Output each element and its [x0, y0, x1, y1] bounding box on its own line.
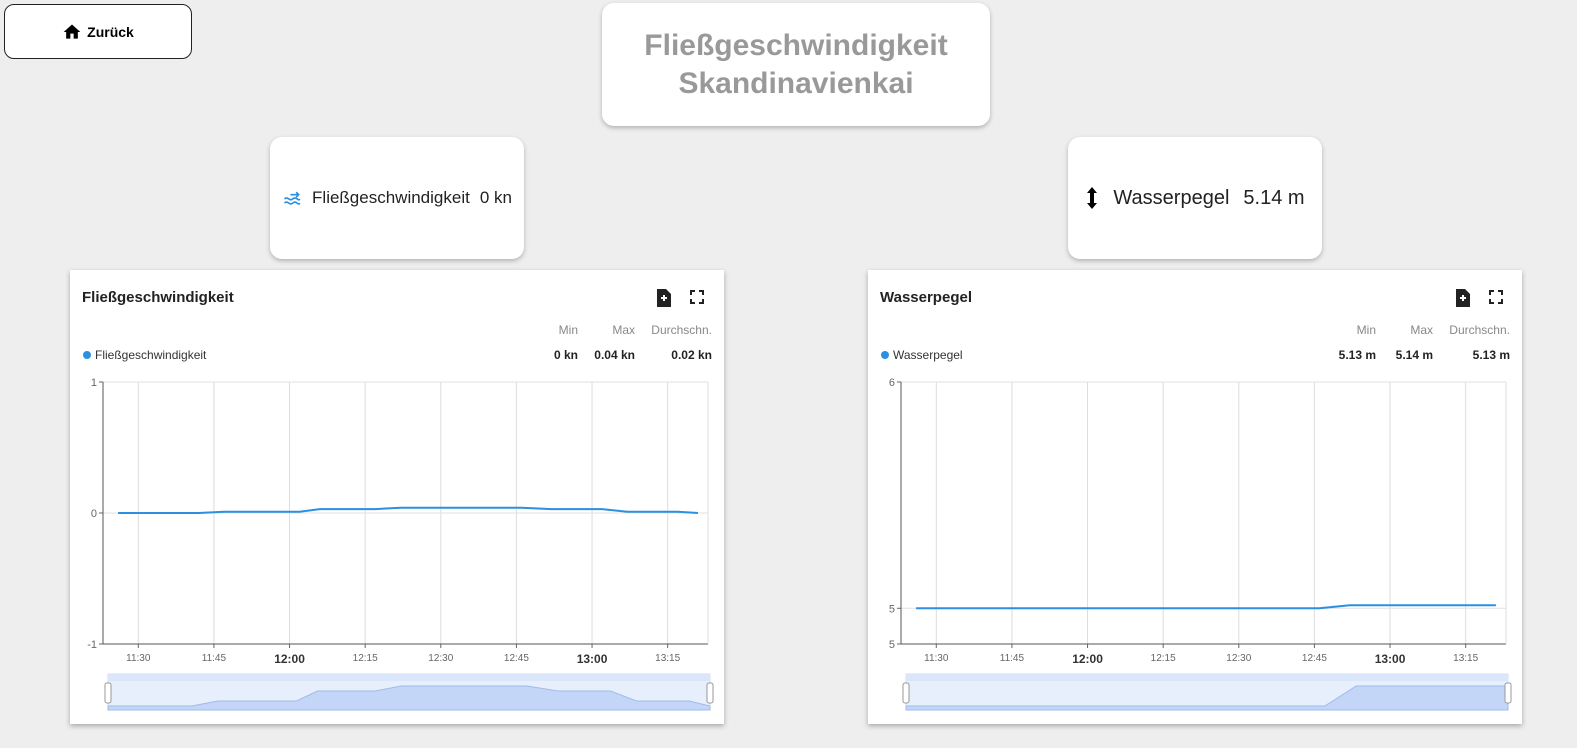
x-tick-label: 11:45 — [1000, 653, 1025, 664]
y-tick-label: 0 — [91, 508, 97, 520]
fullscreen-button[interactable] — [1489, 290, 1503, 304]
x-tick-label: 12:30 — [428, 653, 453, 664]
y-tick-label: -1 — [87, 639, 97, 651]
x-tick-label: 12:45 — [504, 653, 529, 664]
stats-value: 5.13 m — [1473, 348, 1510, 362]
legend-marker — [881, 351, 889, 359]
data-line — [916, 604, 1496, 610]
speed-card: Fließgeschwindigkeit 0 kn — [270, 137, 524, 259]
data-line — [118, 506, 698, 514]
level-card: Wasserpegel 5.14 m — [1068, 137, 1322, 259]
x-tick-label: 12:30 — [1226, 653, 1251, 664]
x-tick-label: 12:00 — [1072, 652, 1103, 666]
x-tick-label: 12:15 — [353, 653, 378, 664]
zoom-preview — [905, 685, 1509, 711]
flow-icon — [284, 191, 301, 205]
x-tick-label: 12:45 — [1302, 653, 1327, 664]
stats-header: Min — [559, 323, 578, 337]
zoom-handle[interactable] — [104, 682, 112, 704]
home-icon — [63, 24, 81, 39]
chart-title: Wasserpegel — [880, 289, 972, 306]
stats-value: 0.02 kn — [671, 348, 712, 362]
card-value: 0 kn — [479, 188, 512, 207]
stats-value: 5.13 m — [1339, 348, 1376, 362]
title-card: Fließgeschwindigkeit Skandinavienkai — [602, 3, 990, 126]
chart-panel: Wasserpegel Min Max Durchschn. 5.13 m 5.14 m… — [868, 270, 1522, 724]
legend-label: Wasserpegel — [893, 348, 963, 362]
stats-value: 0 kn — [554, 348, 578, 362]
x-tick-label: 11:30 — [126, 653, 151, 664]
download-button[interactable] — [1456, 289, 1470, 307]
y-tick-label: 5 — [889, 639, 895, 651]
legend-label: Fließgeschwindigkeit — [95, 348, 207, 362]
stats-header: Min — [1357, 323, 1376, 337]
stats-value: 5.14 m — [1396, 348, 1433, 362]
stats-header: Max — [612, 323, 635, 337]
x-tick-label: 13:15 — [1453, 653, 1478, 664]
chart-title: Fließgeschwindigkeit — [82, 289, 234, 306]
x-tick-label: 12:15 — [1151, 653, 1176, 664]
download-button[interactable] — [657, 289, 671, 307]
zoom-handle-bar — [108, 674, 710, 681]
zoom-handle-bar — [906, 674, 1508, 681]
back-label: Zurück — [87, 23, 134, 40]
x-tick-label: 12:00 — [274, 652, 305, 666]
stats-header: Max — [1410, 323, 1433, 337]
title-line: Fließgeschwindigkeit — [644, 28, 948, 62]
card-label: Fließgeschwindigkeit — [312, 188, 470, 207]
y-tick-label: 5 — [889, 603, 895, 615]
x-tick-label: 13:15 — [655, 653, 680, 664]
x-tick-label: 11:45 — [202, 653, 227, 664]
chart-panel: Fließgeschwindigkeit Min Max Durchschn. 0 k… — [70, 270, 724, 724]
zoom-preview — [107, 685, 711, 711]
stats-header: Durchschn. — [651, 323, 712, 337]
x-tick-label: 11:30 — [924, 653, 949, 664]
fullscreen-button[interactable] — [690, 290, 704, 304]
x-tick-label: 13:00 — [577, 652, 608, 666]
stats-header: Durchschn. — [1449, 323, 1510, 337]
level-icon — [1087, 187, 1098, 209]
stats-value: 0.04 kn — [594, 348, 635, 362]
chart: Wasserpegel Min Max Durchschn. 5.13 m 5.14 m… — [880, 289, 1512, 711]
zoom-handle[interactable] — [1504, 682, 1512, 704]
zoom-handle[interactable] — [706, 682, 714, 704]
card-label: Wasserpegel — [1113, 186, 1230, 209]
title-line: Skandinavienkai — [678, 66, 914, 100]
back-button[interactable]: Zurück — [4, 4, 192, 59]
chart: Fließgeschwindigkeit Min Max Durchschn. 0 k… — [82, 289, 714, 711]
legend-marker — [83, 351, 91, 359]
x-tick-label: 13:00 — [1375, 652, 1406, 666]
y-tick-label: 1 — [91, 377, 97, 389]
y-tick-label: 6 — [889, 377, 895, 389]
zoom-handle[interactable] — [902, 682, 910, 704]
card-value: 5.14 m — [1243, 186, 1305, 209]
